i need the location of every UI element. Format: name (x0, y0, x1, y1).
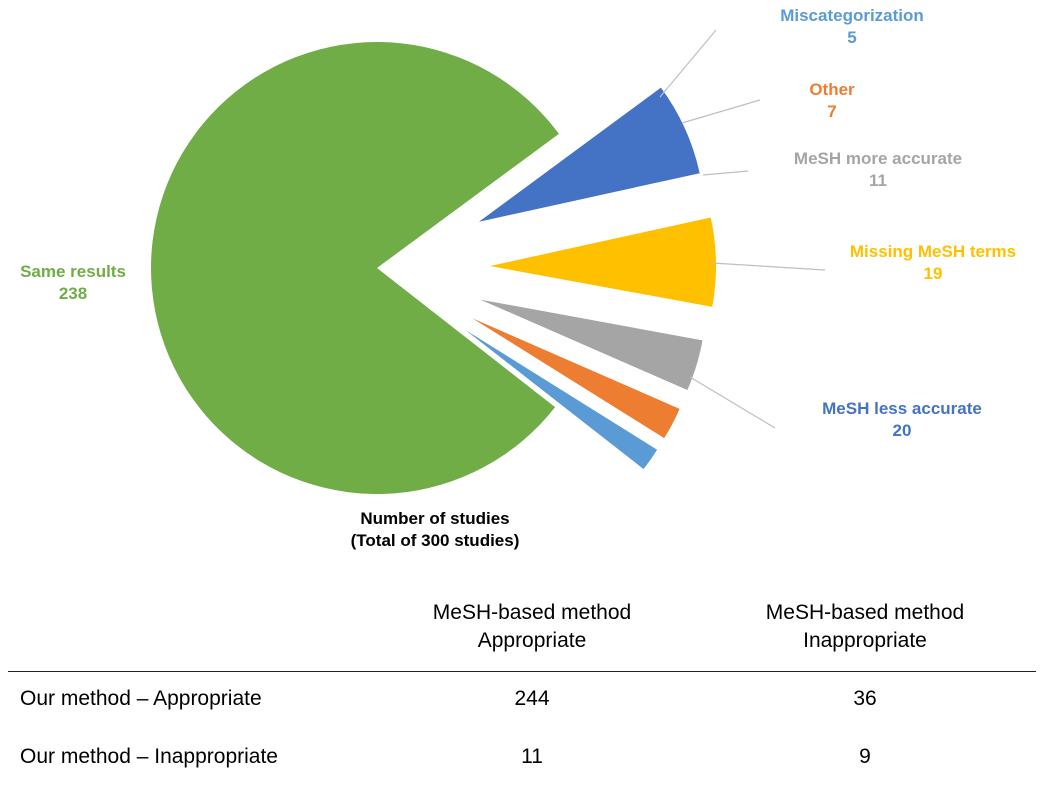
pie-slice-miscategorization (465, 329, 658, 470)
slice-label-name: MeSH less accurate (822, 399, 982, 418)
slice-label-name: Other (809, 80, 855, 99)
header-line: MeSH-based method (432, 601, 632, 624)
slice-label-value: 20 (893, 421, 912, 440)
leader-line (681, 99, 761, 124)
leader-line (702, 170, 749, 176)
table-row: Our method – Appropriate 244 36 (8, 672, 1036, 730)
slice-label-name: Same results (20, 262, 126, 281)
slice-label: MeSH less accurate 20 (822, 399, 982, 440)
table-header: MeSH-based method Appropriate MeSH-based… (8, 595, 1036, 672)
header-line: MeSH-based method (765, 601, 965, 624)
row-label: Our method – Inappropriate (20, 745, 278, 768)
table-cell: 244 (514, 687, 550, 710)
slice-label: MeSH more accurate 11 (794, 149, 962, 190)
slice-label-name: Missing MeSH terms (850, 242, 1016, 261)
slice-label-name: MeSH more accurate (794, 149, 962, 168)
slice-label: Other 7 (809, 80, 855, 121)
slice-label: Missing MeSH terms 19 (850, 242, 1016, 283)
slice-label-name: Miscategorization (780, 6, 924, 25)
leader-line (689, 376, 776, 429)
slice-label: Same results 238 (20, 262, 126, 303)
slice-label-value: 5 (847, 28, 856, 47)
table-cell: 11 (521, 745, 543, 768)
caption-line-1: Number of studies (360, 509, 510, 528)
chart-caption: Number of studies (Total of 300 studies) (300, 508, 570, 552)
slice-label-value: 7 (827, 102, 836, 121)
row-label: Our method – Appropriate (20, 687, 262, 710)
leader-line (659, 29, 717, 98)
header-mesh-appropriate: MeSH-based method Appropriate (382, 599, 682, 655)
pie-slice-other (472, 318, 680, 439)
pie-slice-missing-mesh-terms (489, 217, 716, 307)
table-cell: 9 (859, 745, 871, 768)
table-row: Our method – Inappropriate 11 9 (8, 730, 1036, 788)
header-mesh-inappropriate: MeSH-based method Inappropriate (715, 599, 1015, 655)
slice-label: Miscategorization 5 (780, 6, 924, 47)
pie-chart: Same results 238 MeSH less accurate 20 Missi… (20, 6, 1016, 495)
pie-slice-mesh-less-accurate (478, 87, 700, 222)
comparison-table: MeSH-based method Appropriate MeSH-based… (8, 595, 1036, 788)
leader-line (711, 262, 826, 271)
slice-label-value: 19 (924, 264, 943, 283)
pie-slice-same-results (151, 42, 559, 495)
header-line: Appropriate (477, 629, 587, 652)
table-cell: 36 (853, 687, 877, 710)
slice-label-value: 11 (869, 171, 887, 190)
header-line: Inappropriate (803, 629, 927, 652)
pie-slice-mesh-more-accurate (480, 299, 703, 391)
slice-label-value: 238 (59, 284, 87, 303)
caption-line-2: (Total of 300 studies) (350, 531, 520, 550)
